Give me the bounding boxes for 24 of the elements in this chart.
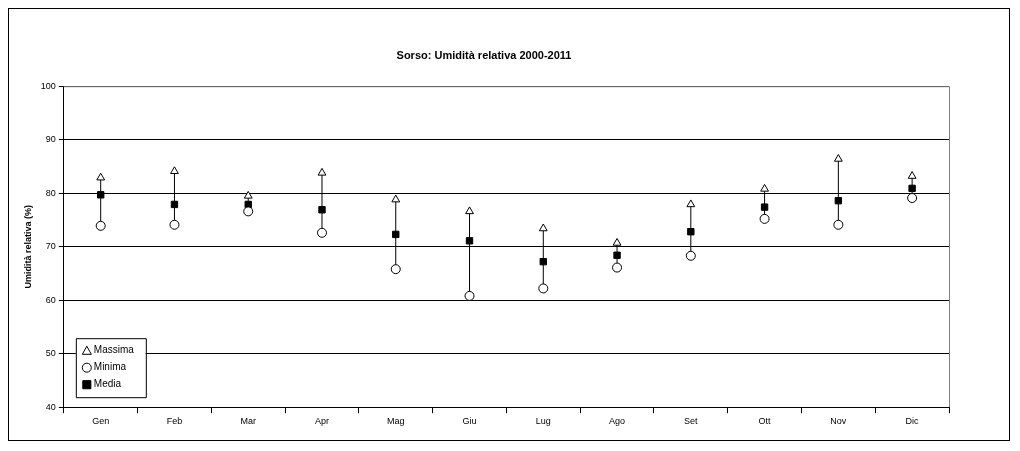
x-tick-label: Mag bbox=[387, 416, 405, 427]
x-tick-label: Set bbox=[684, 416, 699, 427]
y-tick-label: 40 bbox=[45, 401, 56, 412]
x-tick-label: Ago bbox=[609, 416, 626, 427]
x-tick-label: Mar bbox=[240, 416, 256, 427]
x-tick-label: Feb bbox=[166, 416, 183, 427]
x-tick-label: Lug bbox=[535, 416, 551, 427]
y-tick-label: 90 bbox=[45, 134, 56, 145]
y-tick-label: 100 bbox=[40, 80, 56, 91]
legend-label: Minima bbox=[93, 361, 127, 373]
chart-title: Sorso: Umidità relativa 2000-2011 bbox=[396, 48, 572, 61]
y-tick-label: 70 bbox=[45, 241, 56, 252]
x-tick-label: Nov bbox=[830, 416, 847, 427]
legend-label: Massima bbox=[93, 344, 135, 356]
x-tick-label: Apr bbox=[314, 416, 329, 427]
y-tick-label: 80 bbox=[45, 187, 56, 198]
x-tick-label: Giu bbox=[462, 416, 477, 427]
x-tick-label: Ott bbox=[758, 416, 772, 427]
x-tick-label: Dic bbox=[905, 416, 920, 427]
legend-label: Media bbox=[93, 378, 122, 390]
y-axis-title: Umidità relativa (%) bbox=[22, 204, 33, 289]
y-tick-label: 50 bbox=[45, 348, 56, 359]
y-tick-label: 60 bbox=[45, 294, 56, 305]
x-tick-label: Gen bbox=[92, 416, 110, 427]
